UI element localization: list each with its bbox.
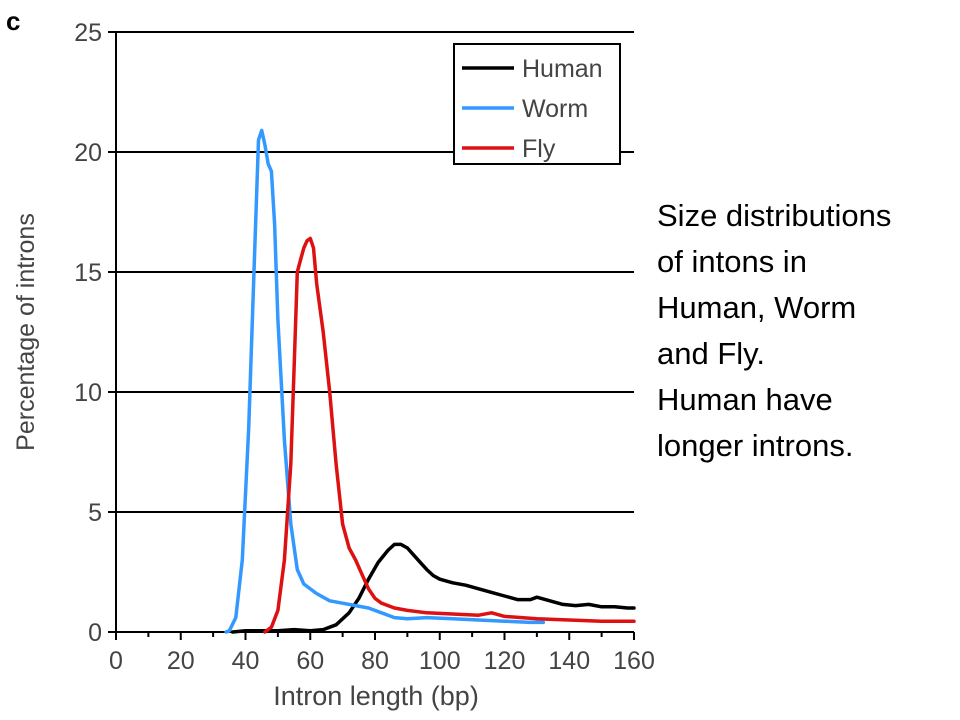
legend-box [453,43,621,165]
caption-line: Human have [657,382,833,417]
x-tick-label: 160 [613,647,655,675]
x-tick-label: 140 [548,647,590,675]
caption-line: Human, Worm [657,290,857,325]
series-line-worm [224,128,546,634]
series-line-fly [263,236,636,634]
x-tick-label: 40 [232,647,260,675]
y-tick-label: 10 [74,379,102,407]
x-tick-label: 60 [296,647,324,675]
y-axis-label: Percentage of introns [12,213,40,451]
x-tick-label: 120 [484,647,526,675]
x-tick-label: 20 [167,647,195,675]
x-tick-label: 80 [361,647,389,675]
panel-label: c [6,6,21,36]
x-tick-label: 100 [419,647,461,675]
legend-label: Fly [522,135,556,163]
caption-line: Size distributions [657,198,892,233]
caption-line: longer introns. [657,428,854,463]
legend: Human Worm Fly [453,43,621,165]
legend-label: Human [522,55,603,83]
y-tick-label: 5 [88,499,102,527]
y-tick-label: 0 [88,619,102,647]
caption-line: of intons in [657,244,807,279]
caption-line: and Fly. [657,336,765,371]
legend-label: Worm [522,95,588,123]
x-axis-label: Intron length (bp) [273,681,479,711]
y-tick-label: 20 [74,139,102,167]
y-tick-label: 15 [74,259,102,287]
y-tick-label: 25 [74,19,102,47]
x-tick-label: 0 [109,647,123,675]
caption-text: Size distributions of intons in Human, W… [657,193,957,469]
series-line-human [230,542,636,634]
